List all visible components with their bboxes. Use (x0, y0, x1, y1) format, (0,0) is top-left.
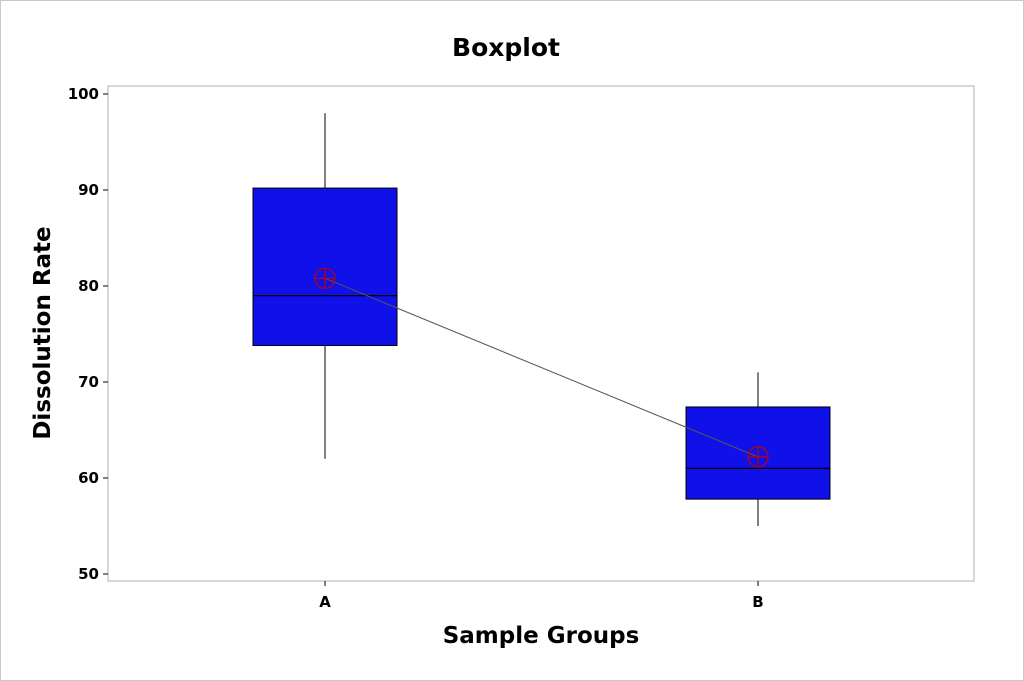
box-group-A (252, 113, 398, 459)
boxes (252, 113, 831, 526)
y-tick-label-80: 80 (78, 277, 99, 295)
mean-layer (314, 267, 769, 468)
mean-marker-A (314, 267, 336, 289)
box-A (252, 187, 398, 347)
y-tick-label-60: 60 (78, 469, 99, 487)
x-axis-label: Sample Groups (443, 623, 640, 649)
chart-title: Boxplot (452, 33, 560, 62)
y-axis: 50 60 70 80 90 100 (68, 85, 108, 583)
plot-area (107, 85, 975, 582)
mean-connect-line (324, 277, 759, 458)
x-tick-label-B: B (752, 593, 763, 611)
mean-marker-B (747, 446, 769, 468)
y-tick-label-70: 70 (78, 373, 99, 391)
y-tick-label-90: 90 (78, 181, 99, 199)
y-tick-label-100: 100 (68, 85, 99, 103)
y-axis-label: Dissolution Rate (30, 226, 56, 439)
x-tick-label-A: A (319, 593, 331, 611)
y-tick-label-50: 50 (78, 565, 99, 583)
